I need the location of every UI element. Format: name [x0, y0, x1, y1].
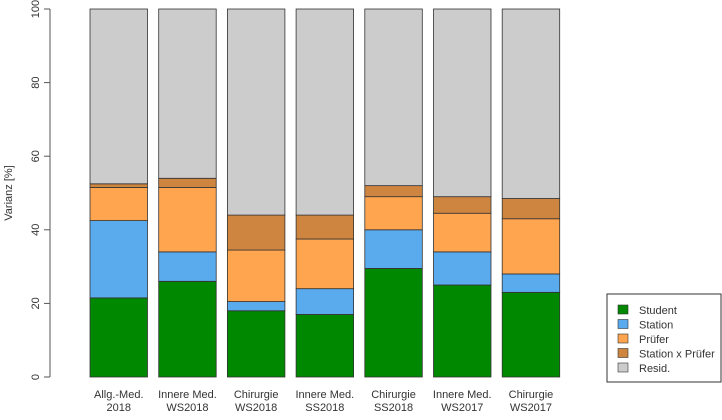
- bar-stack: [501, 8, 561, 378]
- bar-segment-station: [158, 251, 217, 282]
- bar-segment-pr-fer: [158, 187, 217, 253]
- legend-label: Station x Prüfer: [639, 349, 715, 361]
- bar-segment-station-x-pr-fer: [226, 214, 286, 251]
- bar-segment-station-x-pr-fer: [89, 183, 148, 188]
- x-tick-label: 2018: [107, 402, 131, 414]
- bar-stack: [89, 8, 148, 378]
- bar-segment-resid-: [158, 8, 217, 179]
- x-tick-label: SS2018: [374, 402, 413, 414]
- bar-segment-student: [226, 310, 286, 378]
- legend-label: Station: [639, 320, 673, 332]
- bar-segment-station: [295, 288, 355, 315]
- x-tick-label: Innere Med.: [433, 389, 492, 401]
- bar-segment-station: [364, 229, 423, 269]
- bar-segment-resid-: [295, 8, 355, 216]
- bar-segment-pr-fer: [226, 249, 286, 302]
- bar-stack: [295, 8, 355, 378]
- bar-segment-resid-: [89, 8, 148, 185]
- bar-segment-station-x-pr-fer: [433, 196, 492, 214]
- legend-label: Student: [639, 305, 677, 317]
- legend-label: Resid.: [639, 363, 670, 375]
- bar-segment-station-x-pr-fer: [501, 198, 561, 220]
- bar-segment-pr-fer: [295, 238, 355, 290]
- bar-segment-station-x-pr-fer: [364, 185, 423, 198]
- bar-segment-station-x-pr-fer: [158, 177, 217, 188]
- x-tick-label: Chirurgie: [371, 389, 416, 401]
- bar-segment-student: [295, 314, 355, 378]
- x-tick-label: SS2018: [305, 402, 344, 414]
- x-tick-label: Allg.-Med.: [94, 389, 144, 401]
- legend-label: Prüfer: [639, 334, 669, 346]
- x-tick-label: Chirurgie: [509, 389, 554, 401]
- x-tick-label: Chirurgie: [234, 389, 279, 401]
- bar-segment-station: [433, 251, 492, 286]
- bar-segment-station-x-pr-fer: [295, 214, 355, 240]
- y-tick-label: 40: [30, 224, 42, 236]
- x-tick-label: Innere Med.: [158, 389, 217, 401]
- bar-segment-station: [501, 273, 561, 293]
- legend-swatch: [617, 348, 629, 358]
- bar-segment-resid-: [433, 8, 492, 198]
- y-tick-label: 60: [30, 150, 42, 162]
- bar-segment-student: [364, 268, 423, 378]
- bar-segment-pr-fer: [364, 196, 423, 231]
- x-tick-label: WS2018: [166, 402, 208, 414]
- bar-segment-student: [89, 297, 148, 378]
- bar-segment-pr-fer: [501, 218, 561, 275]
- bars: [89, 8, 561, 378]
- y-tick-label: 0: [30, 374, 42, 380]
- y-axis-title: Varianz [%]: [3, 165, 15, 220]
- y-tick-label: 100: [30, 0, 42, 18]
- bar-segment-student: [158, 280, 217, 378]
- y-tick-label: 80: [30, 76, 42, 88]
- bar-segment-resid-: [226, 8, 286, 216]
- bar-segment-student: [501, 291, 561, 378]
- y-tick-label: 20: [30, 297, 42, 309]
- bar-stack: [433, 8, 492, 378]
- legend-swatch: [617, 319, 629, 329]
- x-tick-label: WS2017: [441, 402, 483, 414]
- bar-stack: [364, 8, 423, 378]
- legend-swatch: [617, 333, 629, 344]
- bar-stack: [226, 8, 286, 378]
- legend-swatch: [617, 362, 629, 373]
- bar-segment-station: [226, 301, 286, 312]
- legend-swatch: [617, 304, 629, 315]
- x-tick-label: WS2018: [235, 402, 277, 414]
- y-axis: 0 20 40 60 80 100: [30, 0, 51, 380]
- bar-stack: [158, 8, 217, 378]
- x-tick-label: Innere Med.: [295, 389, 354, 401]
- bar-segment-pr-fer: [433, 212, 492, 253]
- bar-segment-student: [433, 284, 492, 378]
- bar-segment-station: [89, 220, 148, 299]
- bar-segment-resid-: [364, 8, 423, 187]
- bar-segment-resid-: [501, 8, 561, 199]
- x-tick-label: WS2017: [510, 402, 552, 414]
- legend: Student Station Prüfer Station x Prüfer Resi…: [606, 293, 722, 383]
- bar-segment-pr-fer: [89, 187, 148, 221]
